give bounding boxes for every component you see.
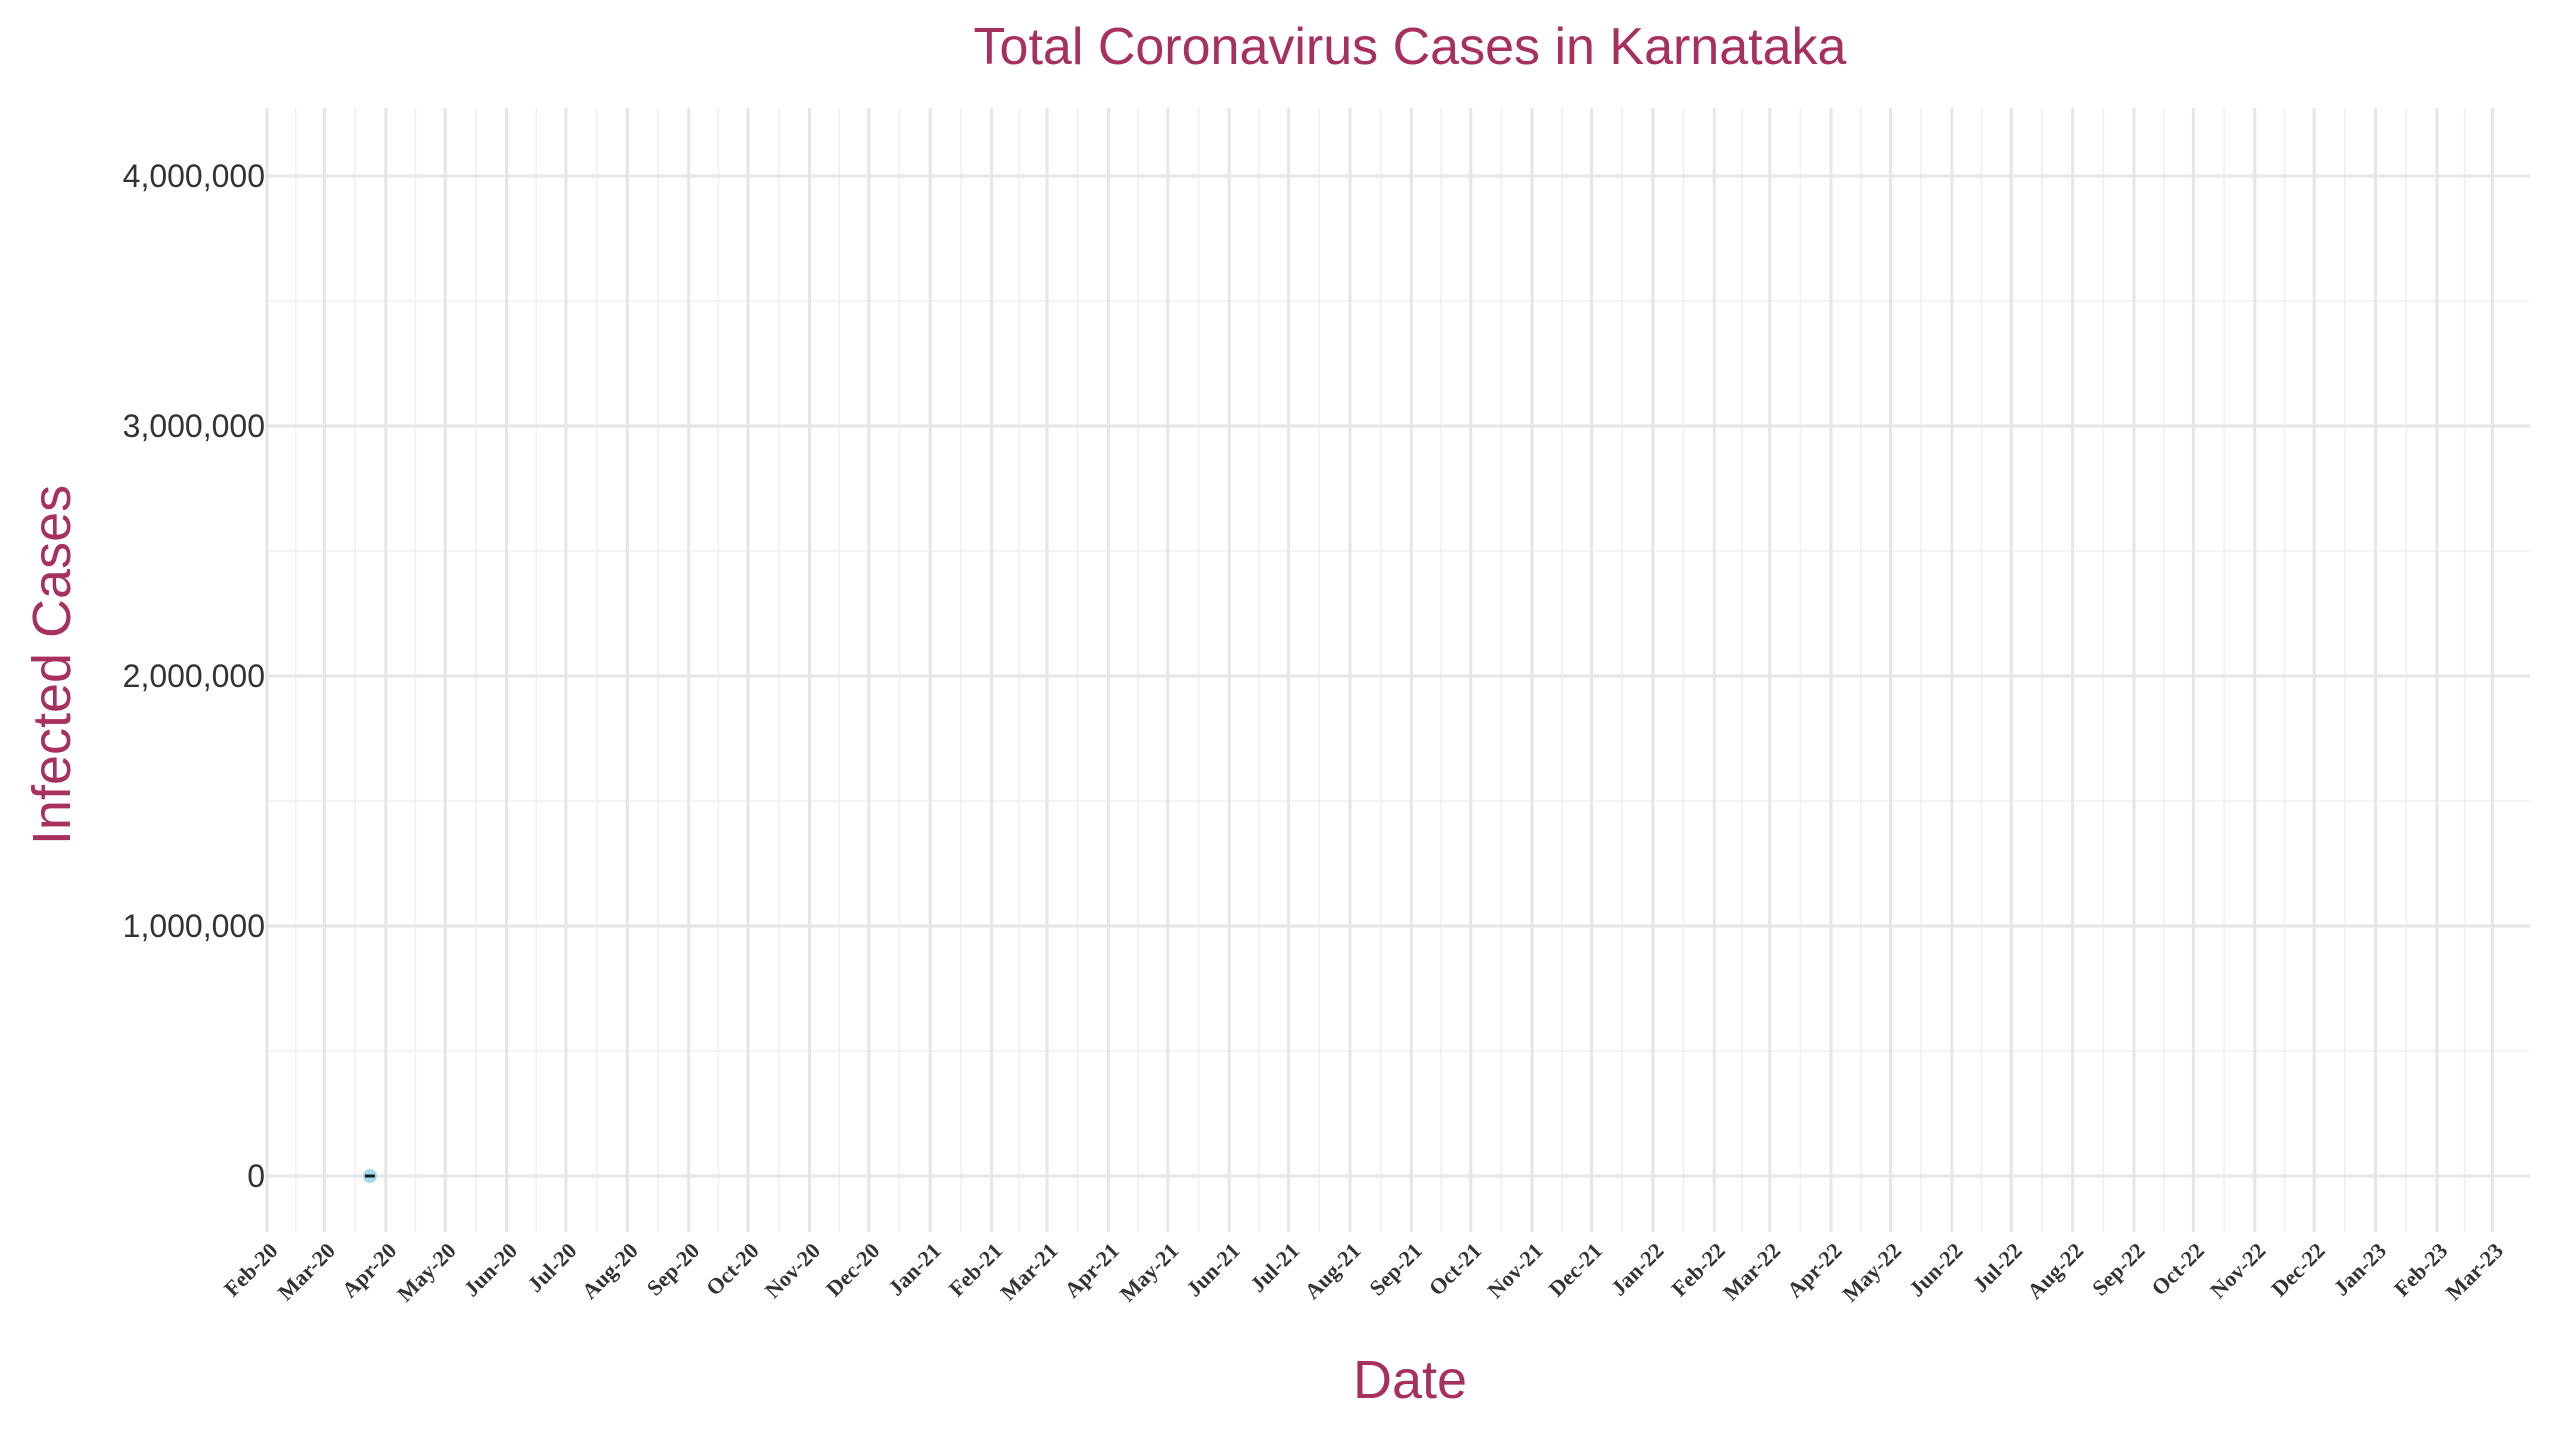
- x-tick-label: Oct-21: [1424, 1238, 1487, 1301]
- x-tick-label: Feb-23: [2389, 1238, 2452, 1301]
- x-tick-label: Nov-20: [760, 1238, 825, 1303]
- x-tick-label: Mar-21: [995, 1238, 1062, 1305]
- y-axis-label: Infected Cases: [22, 485, 82, 845]
- x-tick-label: Oct-20: [701, 1238, 764, 1301]
- chart-title: Total Coronavirus Cases in Karnataka: [974, 18, 1847, 76]
- x-tick-label: Dec-22: [2266, 1238, 2329, 1301]
- x-tick-label: Mar-20: [273, 1238, 340, 1305]
- x-tick-label: Jun-22: [1904, 1238, 1967, 1301]
- y-tick-label: 4,000,000: [123, 158, 265, 194]
- x-tick-label: Feb-22: [1666, 1238, 1729, 1301]
- x-tick-label: May-21: [1115, 1238, 1184, 1307]
- x-tick-label: Sep-21: [1364, 1238, 1427, 1301]
- x-axis-label: Date: [1353, 1350, 1467, 1410]
- y-tick-label: 2,000,000: [123, 658, 265, 694]
- x-tick-label: Nov-21: [1482, 1238, 1547, 1303]
- x-tick-label: Apr-20: [337, 1238, 402, 1303]
- x-tick-label: Feb-20: [219, 1238, 282, 1301]
- x-tick-label: Jun-20: [459, 1238, 522, 1301]
- x-tick-label: Aug-22: [2022, 1238, 2088, 1304]
- x-tick-label: Mar-22: [1718, 1238, 1785, 1305]
- x-tick-label: Mar-23: [2441, 1238, 2508, 1305]
- x-tick-label: Jan-23: [2328, 1238, 2391, 1301]
- x-tick-label: Jul-21: [1245, 1238, 1304, 1297]
- x-tick-label: Feb-21: [944, 1238, 1007, 1301]
- x-tick-label: Sep-22: [2087, 1238, 2150, 1301]
- x-tick-label: Aug-21: [1299, 1238, 1365, 1304]
- x-tick-label: Jul-20: [522, 1238, 581, 1297]
- y-tick-label: 0: [247, 1158, 265, 1194]
- x-tick-label: Oct-22: [2146, 1238, 2209, 1301]
- x-tick-label: May-20: [392, 1238, 461, 1307]
- y-axis-ticks: 0 1,000,000 2,000,000 3,000,000 4,000,000: [123, 158, 265, 1194]
- x-tick-label: Jun-21: [1181, 1238, 1244, 1301]
- x-tick-label: Jan-21: [883, 1238, 946, 1301]
- x-tick-label: Dec-21: [1544, 1238, 1607, 1301]
- x-tick-label: Apr-22: [1782, 1238, 1847, 1303]
- x-tick-label: Sep-20: [642, 1238, 705, 1301]
- x-tick-label: Dec-20: [821, 1238, 884, 1301]
- major-gridlines: [265, 108, 2530, 1232]
- x-tick-label: May-22: [1837, 1238, 1906, 1307]
- data-points: [362, 1169, 377, 1183]
- x-tick-label: Aug-20: [577, 1238, 643, 1304]
- y-tick-label: 3,000,000: [123, 408, 265, 444]
- x-tick-label: Nov-22: [2205, 1238, 2270, 1303]
- minor-gridlines: [265, 108, 2530, 1232]
- x-tick-label: Jan-22: [1606, 1238, 1669, 1301]
- x-tick-label: Apr-21: [1059, 1238, 1124, 1303]
- y-tick-label: 1,000,000: [123, 908, 265, 944]
- x-tick-label: Jul-22: [1968, 1238, 2027, 1297]
